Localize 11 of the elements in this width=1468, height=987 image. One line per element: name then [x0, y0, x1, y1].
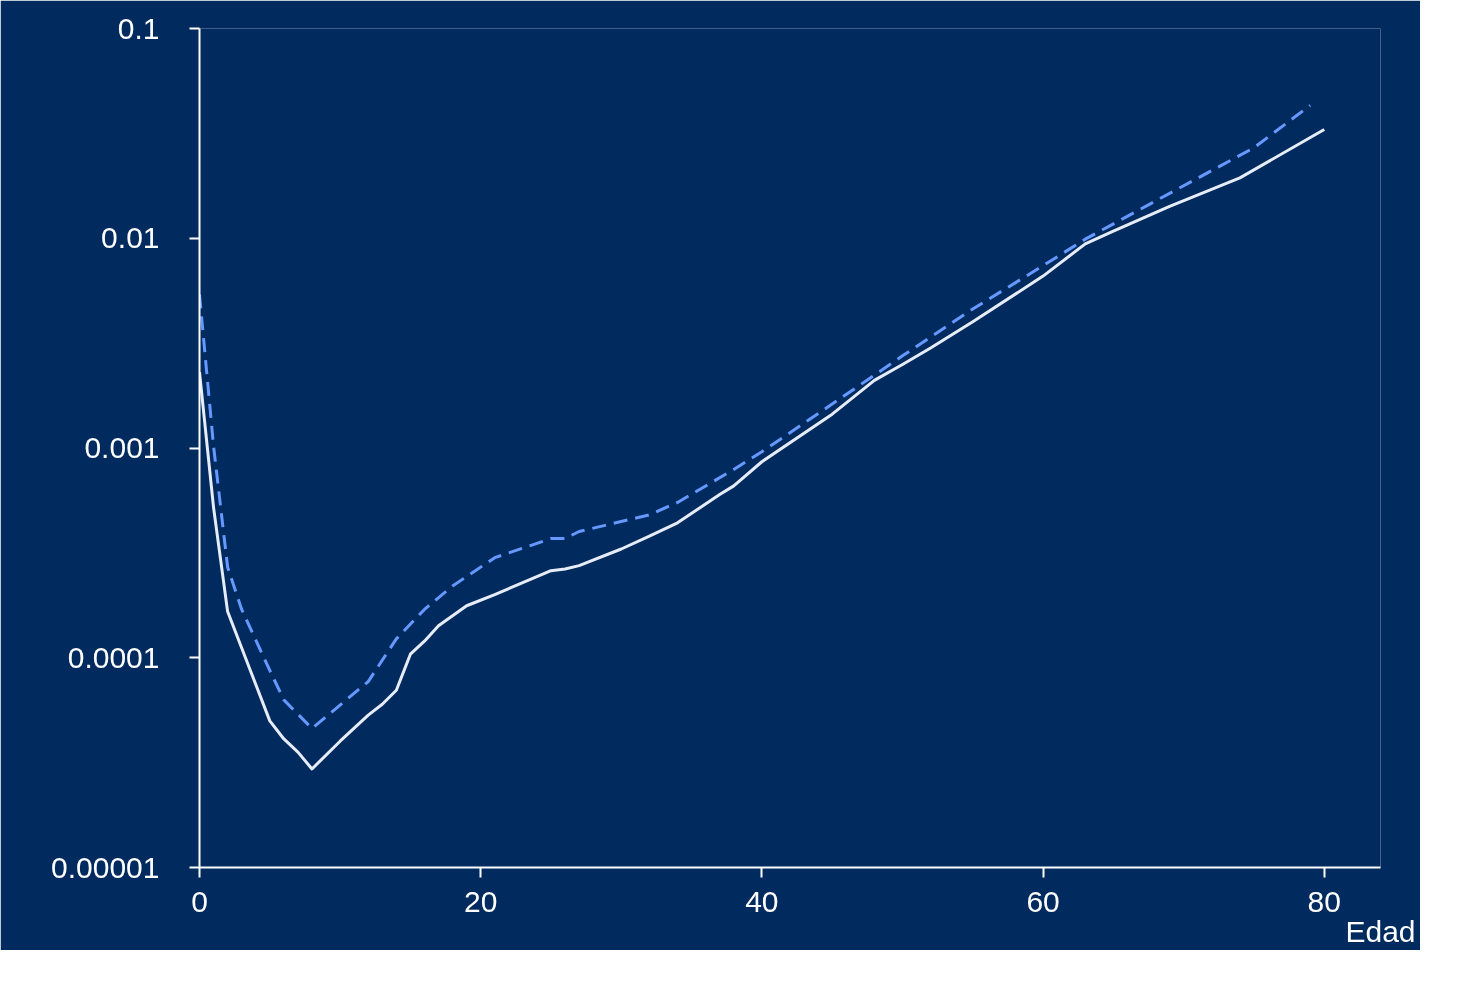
y-tick-label: 0.00001 [51, 850, 160, 884]
y-tick-label: 0.0001 [67, 640, 160, 674]
x-tick-label: 80 [1307, 884, 1341, 918]
x-tick-label: 40 [745, 884, 779, 918]
x-axis-title: Edad [1345, 914, 1416, 948]
x-tick-label: 60 [1026, 884, 1060, 918]
x-tick-label: 20 [464, 884, 498, 918]
y-tick-label: 0.01 [101, 221, 160, 255]
y-tick-label: 0.1 [117, 11, 160, 45]
y-tick-label: 0.001 [84, 431, 160, 464]
x-tick-label: 0 [191, 884, 208, 918]
